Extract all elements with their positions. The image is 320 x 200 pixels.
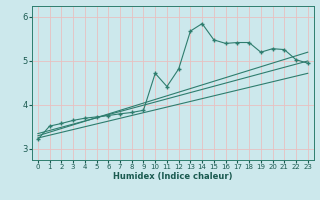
X-axis label: Humidex (Indice chaleur): Humidex (Indice chaleur) (113, 172, 233, 181)
